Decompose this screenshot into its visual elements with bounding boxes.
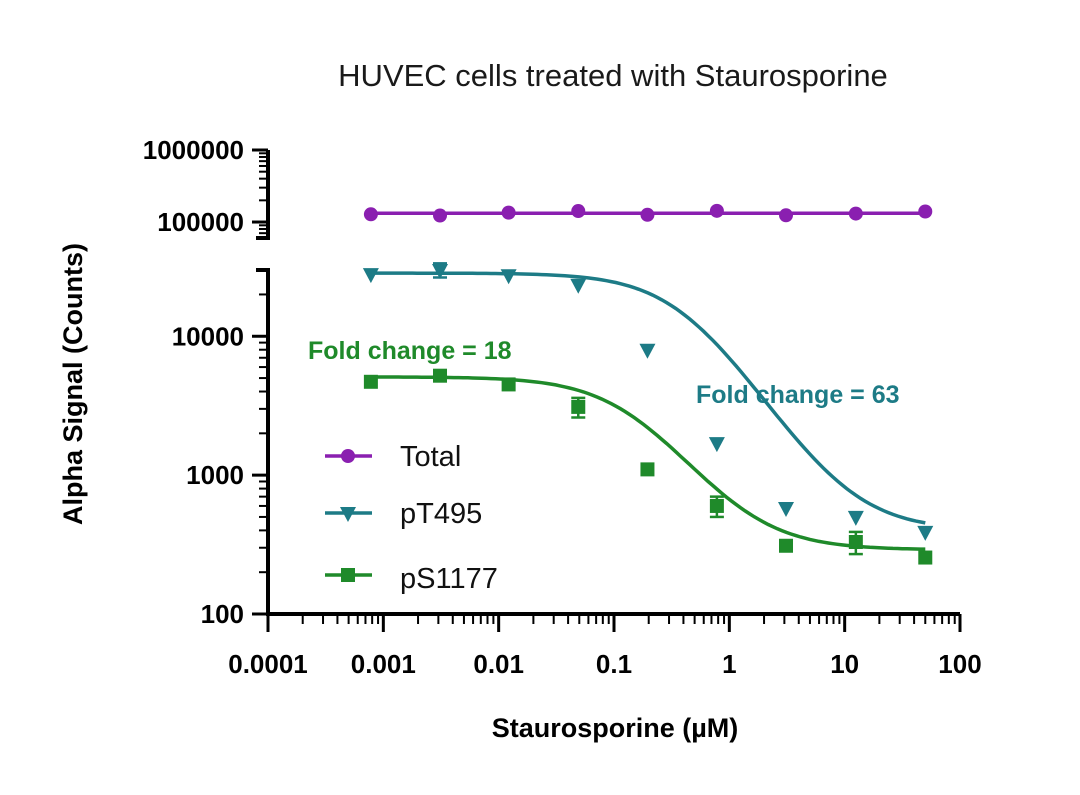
legend-label-ps1177: pS1177 <box>400 563 498 595</box>
data-point-pt495 <box>708 437 725 453</box>
annotation-fold-change-ps1177: Fold change = 18 <box>308 337 512 365</box>
legend-label-total: Total <box>400 441 461 473</box>
tick-labels: 0.0001 0.001 0.01 0.1 1 10 100 10000 1000 100 1000… <box>143 135 982 679</box>
data-point-ps1177 <box>918 550 933 565</box>
data-point-pt495 <box>362 268 379 284</box>
x-tick-label: 0.0001 <box>228 649 308 679</box>
data-point-ps1177 <box>779 538 794 553</box>
data-point-total <box>848 206 863 221</box>
legend-marker-total <box>341 449 355 463</box>
legend: Total pT495 pS1177 <box>325 441 498 595</box>
legend-marker-pt495 <box>340 507 356 522</box>
data-point-ps1177 <box>363 374 378 389</box>
data-point-pt495 <box>917 525 934 541</box>
data-point-total <box>433 208 448 223</box>
x-tick-label: 1 <box>722 649 736 679</box>
data-point-total <box>640 207 655 222</box>
data-point-pt495 <box>778 501 795 517</box>
fit-curve-pt495 <box>370 271 926 525</box>
x-tick-label: 10 <box>830 649 859 679</box>
x-tick-label: 0.001 <box>351 649 416 679</box>
y-tick-label: 1000 <box>186 460 244 490</box>
fit-curve-ps1177 <box>370 375 926 551</box>
axes <box>252 148 962 632</box>
x-tick-label: 100 <box>938 649 981 679</box>
data-point-pt495 <box>570 278 587 294</box>
annotation-fold-change-pt495: Fold change = 63 <box>696 381 900 409</box>
data-point-ps1177 <box>848 534 863 549</box>
data-point-pt495 <box>847 510 864 526</box>
data-point-ps1177 <box>709 498 724 513</box>
data-point-total <box>779 208 794 223</box>
x-tick-label: 0.1 <box>596 649 632 679</box>
chart-title: HUVEC cells treated with Staurosporine <box>338 58 888 93</box>
data-points <box>362 203 934 565</box>
data-point-total <box>709 203 724 218</box>
y-tick-label: 100 <box>201 599 244 629</box>
data-point-pt495 <box>432 264 449 279</box>
data-point-ps1177 <box>640 462 655 477</box>
data-point-ps1177 <box>501 377 516 392</box>
data-point-total <box>363 207 378 222</box>
x-tick-label: 0.01 <box>473 649 524 679</box>
data-point-pt495 <box>639 343 656 359</box>
legend-marker-ps1177 <box>341 568 355 582</box>
y-tick-label: 100000 <box>157 207 244 237</box>
data-point-total <box>501 205 516 220</box>
data-point-ps1177 <box>433 368 448 383</box>
x-axis-label: Staurosporine (µM) <box>492 713 739 743</box>
y-axis-label: Alpha Signal (Counts) <box>58 243 88 525</box>
data-point-ps1177 <box>571 399 586 414</box>
legend-label-pt495: pT495 <box>400 498 482 530</box>
data-point-total <box>571 204 586 219</box>
y-tick-label: 1000000 <box>143 135 244 165</box>
data-point-pt495 <box>500 269 517 285</box>
data-point-total <box>918 204 933 219</box>
y-tick-label: 10000 <box>172 321 244 351</box>
